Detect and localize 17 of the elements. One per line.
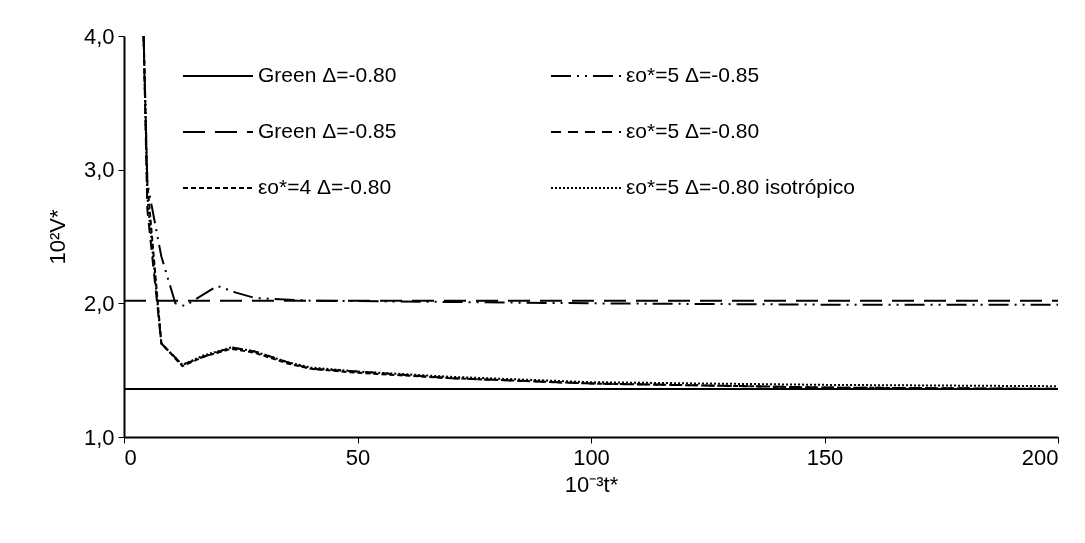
x-tick-label: 100 bbox=[573, 444, 610, 470]
y-tick-label: 4,0 bbox=[83, 23, 115, 49]
legend-label: εo*=5 Δ=-0.80 bbox=[626, 119, 760, 142]
x-tick-label: 0 bbox=[124, 444, 137, 470]
legend-label: εo*=4 Δ=-0.80 bbox=[258, 175, 392, 198]
y-tick-label: 3,0 bbox=[83, 157, 115, 183]
x-tick-label: 150 bbox=[806, 444, 844, 470]
y-tick-label: 2,0 bbox=[83, 290, 115, 316]
legend-label: Green Δ=-0.85 bbox=[258, 119, 397, 142]
legend-label: εo*=5 Δ=-0.85 bbox=[626, 63, 760, 86]
legend-label: εo*=5 Δ=-0.80 isotrópico bbox=[626, 175, 855, 198]
x-axis-title: 10⁻³t* bbox=[564, 471, 619, 497]
x-tick-label: 200 bbox=[1021, 444, 1059, 470]
y-axis-title: 10²V* bbox=[44, 209, 70, 265]
legend-label: Green Δ=-0.80 bbox=[258, 63, 397, 86]
y-tick-label: 1,0 bbox=[83, 424, 115, 450]
x-tick-label: 50 bbox=[345, 444, 371, 470]
